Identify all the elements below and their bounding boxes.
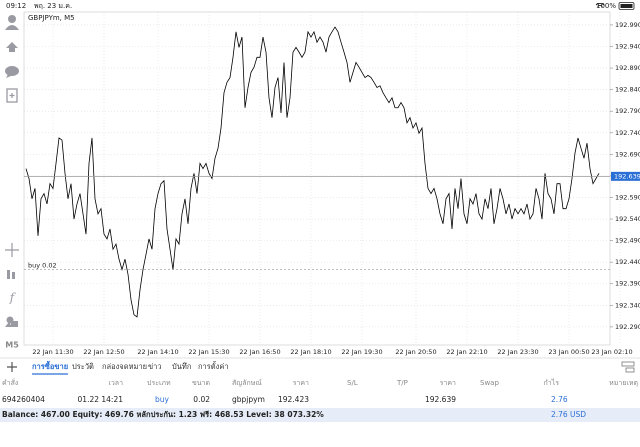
table-cell: buy	[155, 395, 170, 404]
indicators-icon[interactable]	[7, 270, 15, 279]
tab[interactable]: บันทึก	[172, 362, 191, 371]
balance-currency: USD	[570, 410, 586, 419]
x-tick-label: 22 Jan 16:50	[239, 348, 280, 356]
y-tick-label: 192.740	[615, 129, 640, 137]
y-tick-label: 192.540	[615, 215, 640, 223]
tab[interactable]: การซื้อขาย	[32, 360, 68, 371]
table-cell: 01.22 14:21	[78, 395, 124, 404]
table-header: สัญลักษณ์	[232, 379, 262, 387]
status-time: 09:12	[6, 2, 26, 10]
table-header: ราคา	[293, 379, 309, 387]
table-header: S/L	[347, 379, 358, 387]
chart-title: GBPJPYm, M5	[28, 14, 75, 22]
x-tick-label: 23 Jan 02:10	[591, 348, 632, 356]
tab[interactable]: การตั้งค่า	[198, 361, 229, 371]
balance-text: Balance: 467.00 Equity: 469.76 หลักประกั…	[2, 410, 324, 419]
y-tick-label: 192.940	[615, 43, 640, 51]
y-tick-label: 192.790	[615, 107, 640, 115]
balance-profit: 2.76	[551, 410, 568, 419]
order-line-label: buy 0.02	[28, 262, 57, 270]
x-tick-label: 22 Jan 23:30	[497, 348, 538, 356]
y-tick-label: 192.840	[615, 86, 640, 94]
table-header: เวลา	[108, 379, 123, 387]
y-tick-label: 192.590	[615, 193, 640, 201]
table-header: ขนาด	[192, 379, 210, 387]
trade-icon[interactable]	[6, 42, 18, 52]
balance-bar	[0, 408, 640, 422]
x-tick-label: 23 Jan 00:50	[548, 348, 589, 356]
table-header: ราคา	[440, 379, 456, 387]
x-tick-label: 22 Jan 12:50	[83, 348, 124, 356]
new-doc-icon[interactable]	[6, 88, 18, 103]
table-header: Swap	[480, 379, 499, 387]
crosshair-icon[interactable]	[5, 243, 19, 257]
tab[interactable]: กล่องจดหมาย	[102, 362, 147, 371]
chart-layer: 192.290 192.340 192.390 192.440 192.490 192.5…	[24, 12, 640, 356]
table-header: กำไร	[544, 378, 560, 387]
x-tick-label: 22 Jan 20:50	[395, 348, 436, 356]
x-tick-label: 22 Jan 18:10	[290, 348, 331, 356]
timeframe-button[interactable]: M5	[5, 341, 19, 350]
x-tick-label: 22 Jan 19:30	[341, 348, 382, 356]
y-tick-label: 192.290	[615, 323, 640, 331]
y-tick-label: 192.890	[615, 64, 640, 72]
y-tick-label: 192.340	[615, 301, 640, 309]
y-tick-label: 192.690	[615, 150, 640, 158]
toolbar: f	[5, 15, 19, 327]
plot-frame	[23, 11, 611, 346]
y-tick-label: 192.990	[615, 21, 640, 29]
account-icon[interactable]	[5, 15, 19, 30]
price-line	[25, 26, 600, 318]
table-header: คำสั่ง	[2, 378, 18, 387]
battery-level	[620, 4, 633, 8]
objects-icon[interactable]	[5, 316, 18, 328]
table-header: ประเภท	[147, 379, 171, 387]
terminal-settings-icon[interactable]	[621, 361, 635, 373]
table-cell: 694260404	[2, 395, 45, 404]
battery-icon	[618, 2, 635, 10]
terminal: การซื้อขาย ประวัติ กล่องจดหมาย ข่าว บันทึก กา…	[2, 360, 638, 404]
table-cell: 2.76	[551, 395, 568, 404]
status-date: พฤ. 23 ม.ค.	[34, 2, 72, 10]
table-cell: gbpjpym	[232, 395, 265, 404]
y-tick-label: 192.390	[615, 280, 640, 288]
wifi-icon	[595, 3, 605, 7]
current-price-label: 192.639	[614, 172, 640, 180]
add-button[interactable]	[7, 362, 17, 372]
table-cell: 192.639	[425, 395, 456, 404]
function-icon[interactable]: f	[9, 291, 17, 305]
chat-icon[interactable]	[5, 66, 19, 78]
x-tick-label: 22 Jan 14:10	[137, 348, 178, 356]
x-tick-label: 22 Jan 11:30	[32, 348, 73, 356]
table-header: T/P	[396, 379, 408, 387]
tab[interactable]: ประวัติ	[72, 362, 94, 371]
x-tick-label: 22 Jan 15:30	[188, 348, 229, 356]
table-cell: 192.423	[278, 395, 309, 404]
table-cell: 0.02	[193, 395, 210, 404]
current-price-box	[611, 171, 640, 181]
tab[interactable]: ข่าว	[148, 362, 162, 371]
table-header: หมายเหตุ	[609, 379, 638, 387]
y-tick-label: 192.490	[615, 237, 640, 245]
y-tick-label: 192.440	[615, 258, 640, 266]
status-battery: 100%	[596, 2, 616, 10]
x-tick-label: 22 Jan 22:10	[446, 348, 487, 356]
